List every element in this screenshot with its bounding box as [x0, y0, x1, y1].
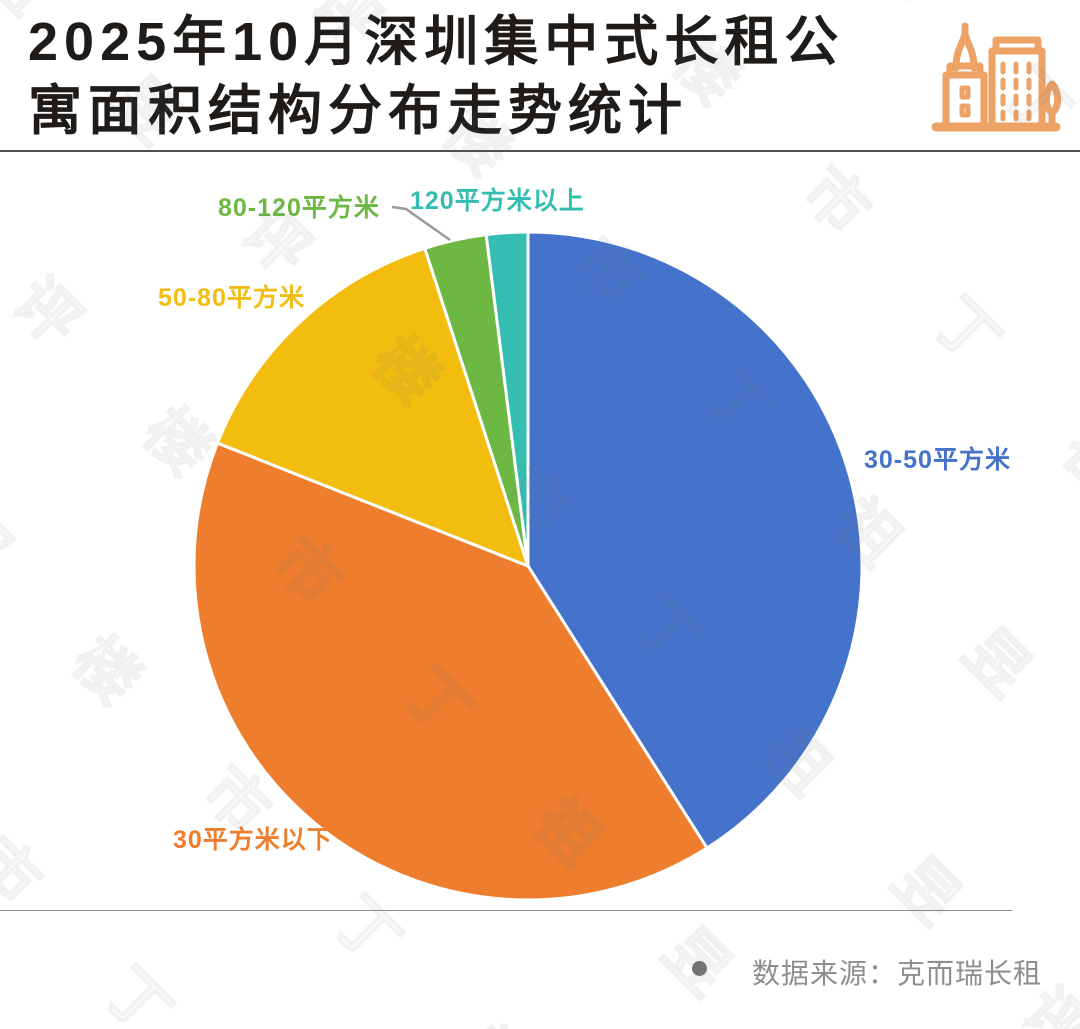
slice-label-over-120: 120平方米以上 — [410, 187, 585, 215]
pie-slice-0 — [526, 230, 864, 850]
slice-label-under-30: 30平方米以下 — [173, 826, 333, 854]
bullet-dot-icon — [692, 961, 707, 976]
building-skyline-icon — [931, 22, 1062, 132]
page-title-line-1: 2025年10月深圳集中式长租公 — [28, 12, 845, 72]
page-title-line-2: 寓面积结构分布走势统计 — [28, 81, 688, 141]
slice-label-80-120: 80-120平方米 — [218, 194, 380, 222]
slice-label-30-50: 30-50平方米 — [864, 446, 1011, 474]
pie-slice-1 — [192, 441, 709, 902]
slice-label-50-80: 50-80平方米 — [158, 284, 305, 312]
page-title: 2025年10月深圳集中式长租公 寓面积结构分布走势统计 — [28, 8, 928, 146]
header-divider — [0, 150, 1080, 152]
pie-slice-4 — [484, 230, 530, 568]
data-source-label: 数据来源：克而瑞长租 — [752, 958, 1043, 989]
footer-divider — [0, 910, 1012, 911]
label-leader-line — [391, 205, 451, 242]
